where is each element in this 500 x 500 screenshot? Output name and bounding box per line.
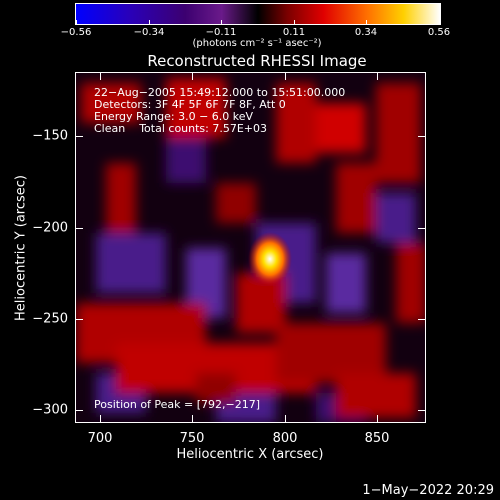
x-tick-label: 800 xyxy=(272,431,298,446)
x-tick-label: 750 xyxy=(179,431,205,446)
y-tick-label: −150 xyxy=(32,128,68,144)
colorbar-tick-label: −0.34 xyxy=(133,27,165,38)
info-line-time: 22−Aug−2005 15:49:12.000 to 15:51:00.000 xyxy=(94,86,346,99)
y-tick-label: −200 xyxy=(32,220,68,236)
colorbar-unit-label: (photons cm⁻² s⁻¹ asec⁻²) xyxy=(192,38,322,49)
colorbar-tick-label: 0.11 xyxy=(282,27,306,38)
rhessi-image xyxy=(76,73,425,422)
x-axis-label: Heliocentric X (arcsec) xyxy=(176,447,324,462)
colorbar-tick-label: 0.34 xyxy=(354,27,378,38)
peak-source xyxy=(248,232,292,286)
plot-title: Reconstructed RHESSI Image xyxy=(147,52,367,70)
y-axis-label: Heliocentric Y (arcsec) xyxy=(13,175,29,321)
x-tick-label: 850 xyxy=(364,431,390,446)
x-tick-label: 700 xyxy=(87,431,113,446)
info-line-detectors: Detectors: 3F 4F 5F 6F 7F 8F, Att 0 xyxy=(94,98,286,111)
peak-position-label: Position of Peak = [792,−217] xyxy=(94,398,261,411)
colorbar xyxy=(75,3,441,25)
solar-image-panel: 22−Aug−2005 15:49:12.000 to 15:51:00.000… xyxy=(75,72,426,423)
colorbar-tick-label: 0.56 xyxy=(427,27,451,38)
colorbar-tick-label: −0.11 xyxy=(205,27,237,38)
info-line-counts: Clean Total counts: 7.57E+03 xyxy=(94,122,268,135)
y-tick-label: −250 xyxy=(32,311,68,327)
footer-date: 1−May−2022 20:29 xyxy=(362,483,494,498)
info-line-energy: Energy Range: 3.0 − 6.0 keV xyxy=(94,110,254,123)
colorbar-tick-label: −0.56 xyxy=(60,27,92,38)
y-tick-label: −300 xyxy=(32,402,68,418)
